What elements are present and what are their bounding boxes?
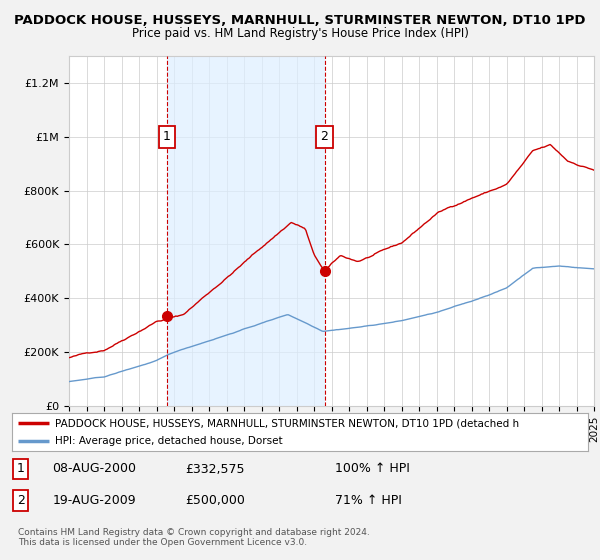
Text: HPI: Average price, detached house, Dorset: HPI: Average price, detached house, Dors… — [55, 436, 283, 446]
Text: 1: 1 — [163, 130, 171, 143]
Text: £332,575: £332,575 — [185, 463, 244, 475]
Text: 2: 2 — [17, 494, 25, 507]
Text: 19-AUG-2009: 19-AUG-2009 — [52, 494, 136, 507]
Text: Contains HM Land Registry data © Crown copyright and database right 2024.
This d: Contains HM Land Registry data © Crown c… — [18, 528, 370, 547]
Bar — [167, 56, 325, 406]
Text: 2: 2 — [320, 130, 328, 143]
Text: 1: 1 — [17, 463, 25, 475]
Text: PADDOCK HOUSE, HUSSEYS, MARNHULL, STURMINSTER NEWTON, DT10 1PD (detached h: PADDOCK HOUSE, HUSSEYS, MARNHULL, STURMI… — [55, 418, 520, 428]
Text: 71% ↑ HPI: 71% ↑ HPI — [335, 494, 401, 507]
Text: Price paid vs. HM Land Registry's House Price Index (HPI): Price paid vs. HM Land Registry's House … — [131, 27, 469, 40]
Text: £500,000: £500,000 — [185, 494, 245, 507]
Text: PADDOCK HOUSE, HUSSEYS, MARNHULL, STURMINSTER NEWTON, DT10 1PD: PADDOCK HOUSE, HUSSEYS, MARNHULL, STURMI… — [14, 14, 586, 27]
Text: 08-AUG-2000: 08-AUG-2000 — [52, 463, 136, 475]
Text: 100% ↑ HPI: 100% ↑ HPI — [335, 463, 409, 475]
